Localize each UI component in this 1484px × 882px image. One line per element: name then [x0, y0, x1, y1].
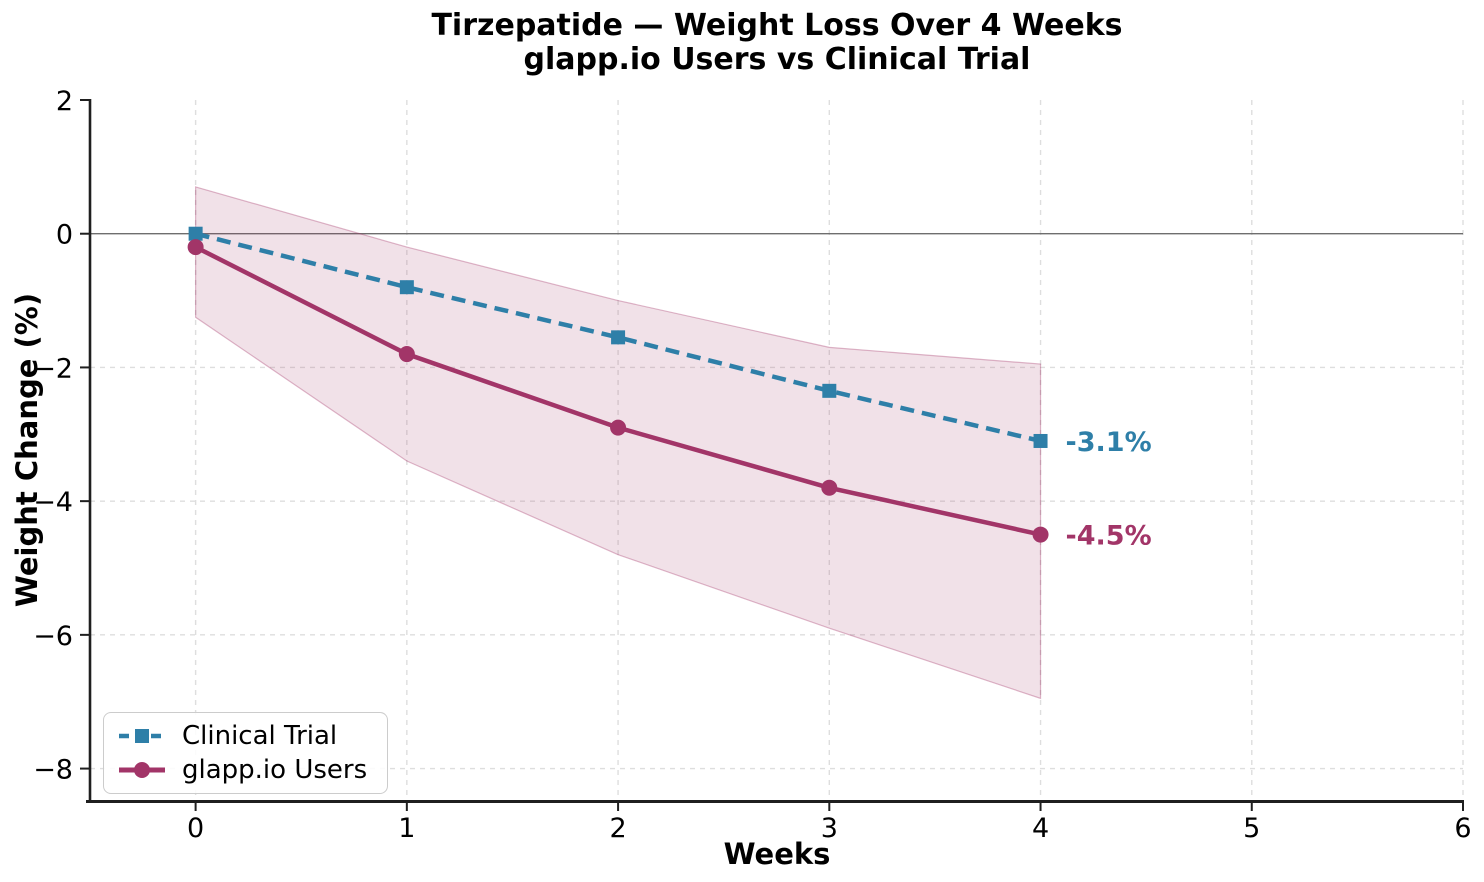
dashed-line-square-marker-icon: [119, 729, 165, 743]
x-tick-label: 4: [1032, 813, 1049, 844]
y-tick-label: 0: [56, 220, 73, 251]
y-tick-label: 2: [56, 86, 73, 117]
x-tick-label: 6: [1454, 813, 1471, 844]
confidence-band: [195, 186, 1042, 700]
glapp-io-users-marker: [610, 419, 627, 436]
x-tick-label: 5: [1243, 813, 1260, 844]
y-tick-label: −6: [33, 621, 73, 652]
chart-title-line1: Tirzepatide — Weight Loss Over 4 Weeks: [431, 8, 1123, 43]
chart-title-line2: glapp.io Users vs Clinical Trial: [523, 42, 1031, 77]
y-tick-label: −4: [33, 487, 73, 518]
x-tick-label: 3: [821, 813, 838, 844]
legend-label-clinical-trial: Clinical Trial: [182, 721, 338, 751]
x-axis-label: Weeks: [723, 837, 831, 871]
clinical-trial-marker: [188, 226, 203, 241]
clinical-trial-line: [195, 231, 1042, 444]
x-tick-label: 0: [187, 813, 204, 844]
clinical-trial-marker: [1033, 433, 1048, 448]
clinical-trial-marker: [611, 330, 626, 345]
legend-label-glapp-users: glapp.io Users: [182, 755, 368, 785]
solid-line-circle-marker-icon: [119, 762, 165, 778]
y-tick-label: −8: [33, 755, 73, 786]
endpoint-value-label: -4.5%: [1066, 521, 1152, 552]
x-tick-label: 2: [609, 813, 626, 844]
glapp-io-users-marker: [821, 479, 838, 496]
glapp-io-users-marker: [398, 346, 415, 363]
endpoint-value-label: -3.1%: [1066, 427, 1152, 458]
legend: Clinical Trial glapp.io Users: [103, 712, 389, 794]
clinical-trial-marker: [399, 280, 414, 295]
x-tick-label: 1: [398, 813, 415, 844]
glapp-io-users-marker: [187, 239, 204, 256]
y-tick-label: −2: [33, 353, 73, 384]
y-axis-label: Weight Change (%): [10, 292, 44, 608]
clinical-trial-marker: [822, 383, 837, 398]
glapp-io-users-marker: [1032, 526, 1049, 543]
legend-item-glapp-users: glapp.io Users: [117, 754, 367, 786]
legend-item-clinical-trial: Clinical Trial: [117, 720, 367, 752]
